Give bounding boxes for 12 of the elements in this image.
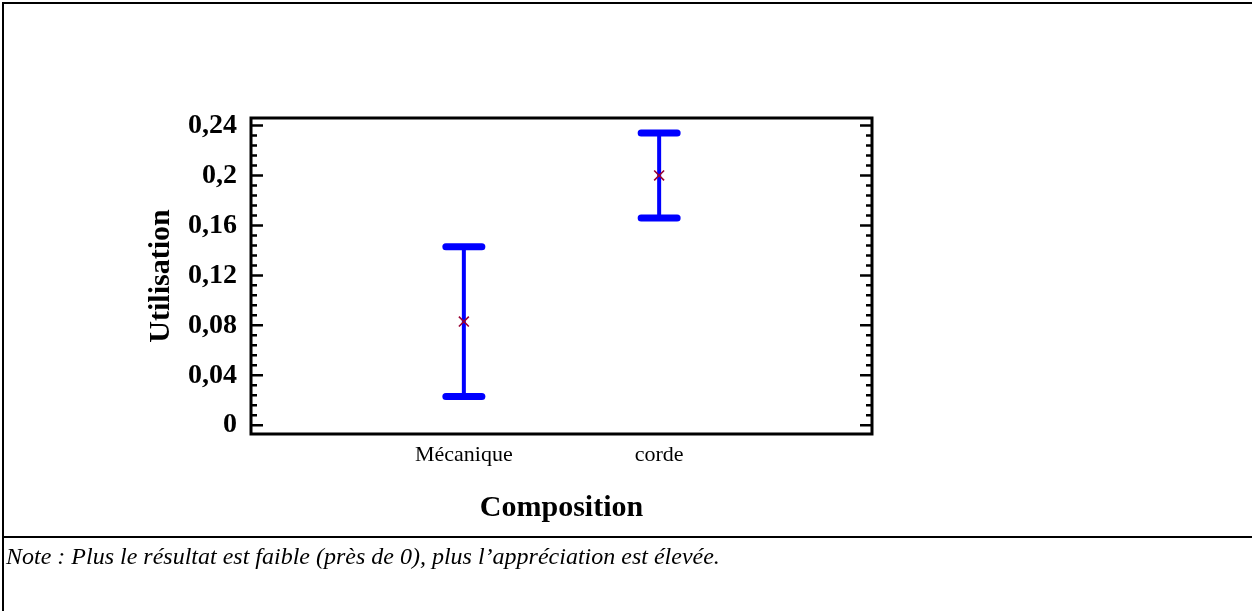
x-axis-title: Composition xyxy=(479,488,644,522)
y-tick-label: 0,12 xyxy=(188,257,237,289)
y-tick-label: 0,04 xyxy=(188,357,237,389)
x-tick-label: corde xyxy=(634,440,684,466)
text: Note : Plus le résultat est faible (près de 0), plus l’appréciation est élevée. xyxy=(6,543,720,570)
y-tick-label: 0,16 xyxy=(188,207,237,239)
y-tick-label: 0,24 xyxy=(188,107,237,139)
x-tick-label: Mécanique xyxy=(414,440,513,466)
y-tick-label: 0,2 xyxy=(202,157,237,189)
y-axis-title: Utilisation xyxy=(141,209,175,343)
y-tick-label: 0 xyxy=(223,407,237,439)
y-tick-label: 0,08 xyxy=(188,307,237,339)
